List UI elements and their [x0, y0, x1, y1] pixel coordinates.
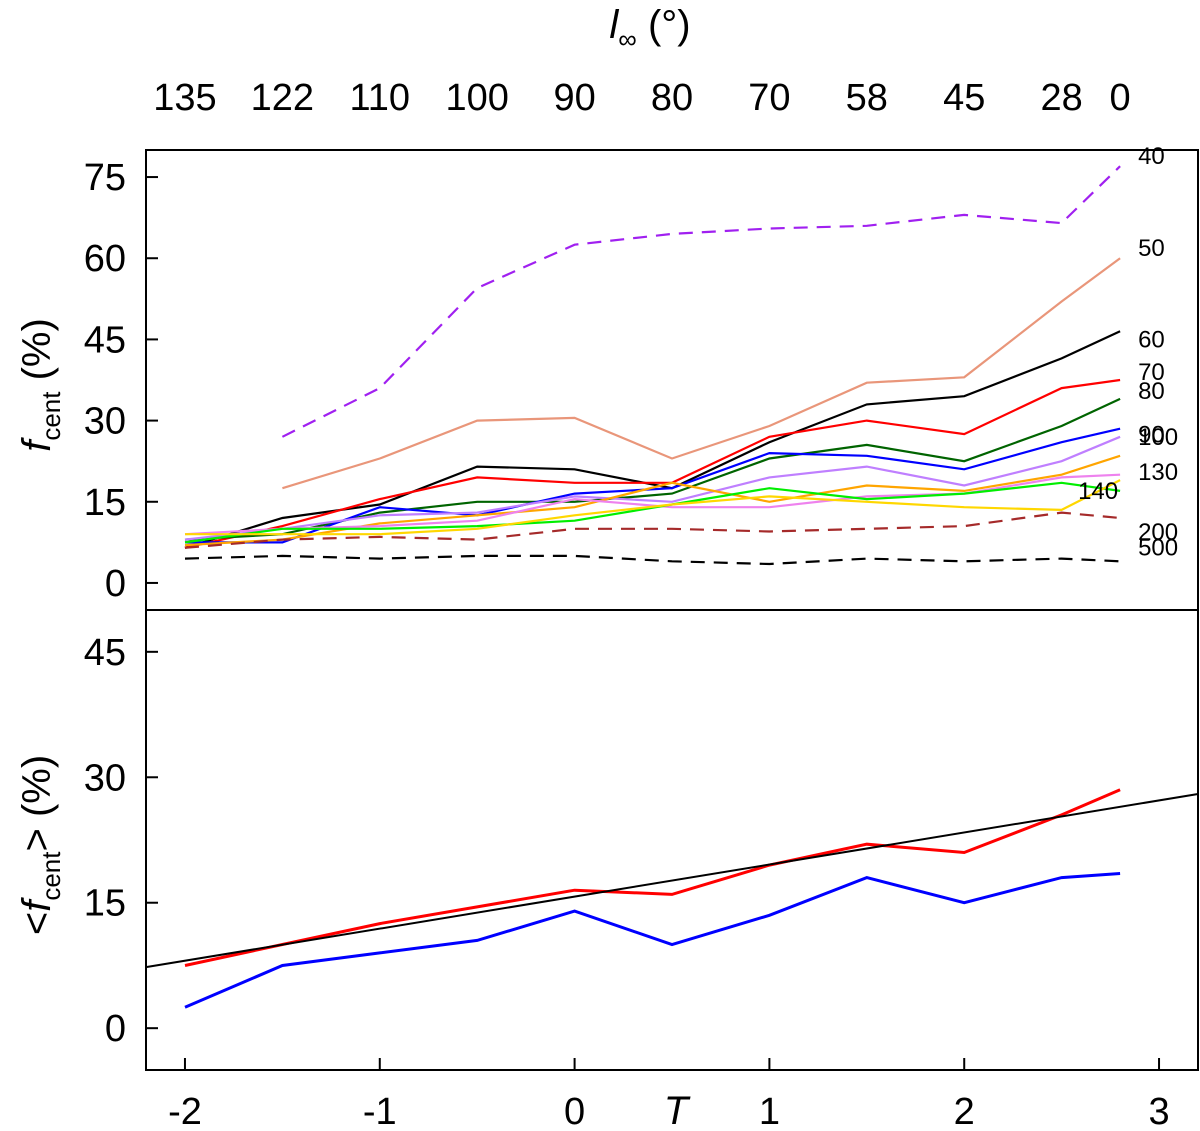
bottom-x-axis-ticks: -2 -1 0 1 2 3 [168, 1058, 1170, 1131]
series-end-label: 200 [1138, 519, 1178, 546]
top-tick-label: 28 [1040, 77, 1082, 119]
series-end-label: 90 [1138, 422, 1165, 449]
bottom-x-tick-label: 2 [954, 1091, 975, 1131]
bottom-panel-series [145, 788, 1199, 1009]
series-end-label: 130 [1138, 459, 1178, 486]
top-axis-label: l∞ (°) [609, 3, 690, 54]
series-end-label: 40 [1138, 143, 1165, 170]
top-tick-label: 0 [1110, 77, 1131, 119]
top-y-tick-label: 15 [84, 482, 126, 524]
top-series-line [184, 435, 1121, 541]
top-series-line [184, 511, 1121, 549]
top-y-tick-label: 45 [84, 319, 126, 361]
top-series-line [282, 257, 1121, 490]
top-axis-label-suffix: (°) [637, 3, 691, 47]
bottom-y-axis-label: <fcent> (%) [15, 755, 66, 935]
top-tick-label: 58 [846, 77, 888, 119]
series-end-label: 500 [1138, 534, 1178, 561]
top-tick-label: 90 [553, 77, 595, 119]
bottom-y-tick-label: 30 [84, 757, 126, 799]
series-end-label: 60 [1138, 326, 1165, 353]
bottom-series-line [184, 788, 1121, 967]
bottom-panel-frame [145, 609, 1199, 1071]
top-series-line [185, 479, 1121, 536]
bottom-x-tick-label: 3 [1148, 1091, 1169, 1131]
top-y-axis-label: fcent (%) [15, 318, 66, 452]
bottom-y-tick-label: 45 [84, 632, 126, 674]
bottom-x-tick-label: 1 [759, 1091, 780, 1131]
top-series-line [184, 397, 1121, 541]
top-series-line [184, 554, 1121, 566]
top-axis-label-sub: ∞ [618, 24, 637, 54]
bottom-x-tick-label: -2 [168, 1091, 202, 1131]
top-axis-ticks: 135 122 110 100 90 80 70 58 45 28 0 [153, 77, 1130, 119]
top-ylabel-sub: cent [36, 391, 66, 441]
top-tick-label: 122 [251, 77, 314, 119]
bottom-x-tick-label: -1 [363, 1091, 397, 1131]
bottom-y-tick-label: 15 [84, 883, 126, 925]
bottom-x-tick-label: 0 [564, 1091, 585, 1131]
series-end-label: 80 [1138, 378, 1165, 405]
top-y-tick-label: 75 [84, 157, 126, 199]
bottom-ylabel-prefix: < [15, 912, 59, 935]
bottom-ylabel-sub: cent [36, 851, 66, 901]
top-ylabel-suffix: (%) [15, 318, 59, 391]
top-axis-label-base: l [609, 3, 619, 47]
series-end-label: 140 [1078, 478, 1118, 505]
top-series-line [184, 473, 1121, 536]
top-series-line [281, 165, 1121, 438]
series-end-label: 50 [1138, 235, 1165, 262]
top-tick-label: 45 [943, 77, 985, 119]
bottom-series-line [184, 872, 1121, 1009]
series-end-label: 70 [1138, 359, 1165, 386]
top-tick-label: 135 [153, 77, 216, 119]
top-tick-label: 70 [748, 77, 790, 119]
top-y-tick-label: 60 [84, 238, 126, 280]
top-y-tick-label: 30 [84, 401, 126, 443]
bottom-ylabel-suffix: > (%) [15, 755, 59, 852]
bottom-y-tick-label: 0 [105, 1008, 126, 1050]
bottom-y-axis-ticks: 0 15 30 45 [84, 632, 158, 1050]
top-panel-series [184, 165, 1121, 566]
top-y-axis-ticks: 0 15 30 45 60 75 [84, 157, 158, 605]
top-tick-label: 80 [651, 77, 693, 119]
top-y-tick-label: 0 [105, 563, 126, 605]
series-end-label: 100 [1138, 424, 1178, 451]
top-tick-label: 110 [349, 77, 410, 119]
bottom-x-axis-label: T [664, 1089, 691, 1131]
top-tick-label: 100 [445, 77, 508, 119]
bottom-fit-line [145, 793, 1199, 969]
top-panel-frame [145, 149, 1199, 611]
